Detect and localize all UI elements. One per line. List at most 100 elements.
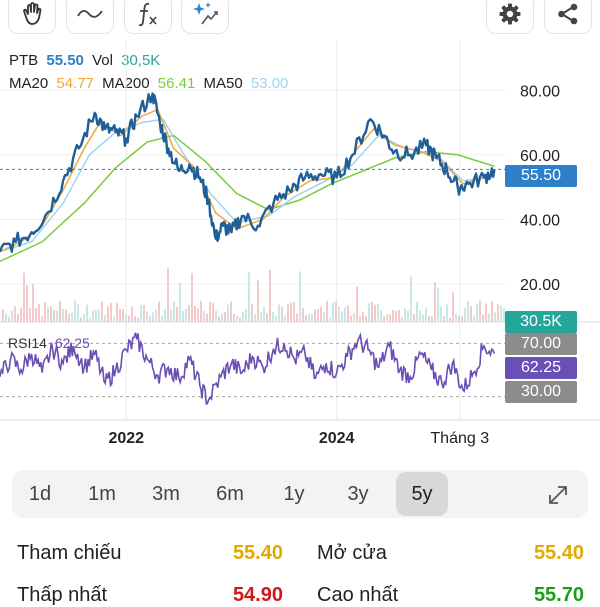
volume-bar [221, 313, 223, 322]
volume-bar [119, 309, 121, 322]
hand-tool-button[interactable] [8, 0, 56, 34]
volume-bar [173, 301, 175, 322]
volume-bar [140, 304, 142, 322]
volume-bar [212, 303, 214, 322]
volume-bar [251, 303, 253, 322]
vol-value: 30,5K [121, 52, 161, 69]
volume-bar [158, 301, 160, 322]
range-1y[interactable]: 1y [283, 483, 305, 505]
volume-bar [146, 311, 148, 322]
volume-bar [485, 303, 487, 322]
volume-bar [350, 315, 352, 322]
volume-bar [494, 312, 496, 322]
volume-bar [74, 300, 76, 322]
function-tool-icon [138, 2, 157, 27]
volume-bar [65, 309, 67, 322]
hand-tool-icon [23, 2, 42, 25]
volume-bar [473, 315, 475, 322]
volume-bar [278, 304, 280, 322]
volume-bar [194, 305, 196, 322]
volume-bar [272, 311, 274, 322]
volume-bar [170, 309, 172, 322]
range-3y[interactable]: 3y [347, 483, 369, 505]
x-tick-label: 2022 [108, 430, 144, 447]
range-6m[interactable]: 6m [216, 483, 244, 505]
volume-bar [308, 313, 310, 322]
rsi-current-badge: 62.25 [505, 357, 577, 379]
volume-bar [116, 303, 118, 322]
rsi-70-badge: 70.00 [505, 333, 577, 355]
volume-bar [11, 310, 13, 322]
price-tick-label: 80.00 [520, 83, 560, 100]
settings-button[interactable] [486, 0, 534, 34]
x-tick-label: Tháng 3 [430, 430, 489, 447]
volume-bar [164, 309, 166, 322]
volume-bar [503, 307, 505, 322]
volume-bar [368, 303, 370, 322]
volume-bar [20, 307, 22, 322]
volume-bar [29, 308, 31, 322]
volume-bar [41, 316, 43, 322]
volume-bar [383, 316, 385, 322]
share-icon [558, 3, 578, 25]
volume-bar [311, 314, 313, 322]
volume-bar [236, 315, 238, 322]
volume-bar [26, 285, 28, 322]
range-1d[interactable]: 1d [28, 483, 52, 505]
curve-tool-icon [77, 10, 103, 18]
volume-bar [101, 301, 103, 322]
range-3m[interactable]: 3m [152, 483, 180, 505]
expand-icon[interactable] [544, 481, 572, 509]
volume-bars [2, 267, 505, 322]
volume-bar [233, 313, 235, 322]
volume-bar [269, 270, 271, 322]
volume-bar [17, 313, 19, 322]
chart-toolbar [0, 0, 600, 40]
volume-bar [491, 300, 493, 322]
ma200-value: 56.41 [157, 75, 196, 92]
volume-bar [446, 304, 448, 322]
ma-legend: MA20 54.77 MA200 56.41 MA50 53.00 [9, 75, 292, 92]
function-tool-button[interactable] [124, 0, 172, 34]
volume-bar [434, 282, 436, 322]
open-value: 55.40 [533, 542, 584, 564]
price-chart[interactable]: 80.00 60.00 40.00 20.00 2022 2024 Tháng 3 [0, 0, 600, 460]
x-tick-label: 2024 [319, 430, 355, 447]
volume-bar [476, 304, 478, 322]
volume-bar [470, 306, 472, 322]
volume-bar [155, 310, 157, 322]
volume-bar [344, 307, 346, 322]
volume-bar [23, 272, 25, 322]
volume-bar [38, 304, 40, 322]
volume-bar [200, 300, 202, 322]
volume-bar [206, 313, 208, 322]
magic-tool-icon [193, 2, 218, 25]
volume-bar [104, 315, 106, 322]
volume-bar [281, 307, 283, 322]
high-value: 55.70 [533, 584, 584, 606]
volume-bar [392, 309, 394, 322]
volume-bar [389, 314, 391, 322]
range-5y[interactable]: 5y [396, 472, 448, 516]
volume-bar [227, 304, 229, 322]
price-lines [0, 92, 505, 262]
volume-bar [2, 309, 4, 322]
price-value: 55.50 [46, 52, 84, 69]
volume-bar [263, 306, 265, 322]
volume-bar [293, 302, 295, 322]
range-1m[interactable]: 1m [88, 483, 116, 505]
volume-bar [374, 304, 376, 322]
volume-bar [302, 308, 304, 322]
low-value: 54.90 [232, 584, 283, 606]
volume-bar [410, 276, 412, 322]
share-button[interactable] [544, 0, 592, 34]
volume-bar [89, 317, 91, 322]
volume-bar [44, 302, 46, 322]
curve-tool-button[interactable] [66, 0, 114, 34]
rsi-line [0, 332, 496, 405]
volume-bar [197, 308, 199, 322]
price-legend: PTB 55.50 Vol 30,5K [9, 52, 164, 69]
magic-tool-button[interactable] [181, 0, 229, 34]
symbol-label: PTB [9, 52, 39, 69]
volume-bar [266, 313, 268, 322]
